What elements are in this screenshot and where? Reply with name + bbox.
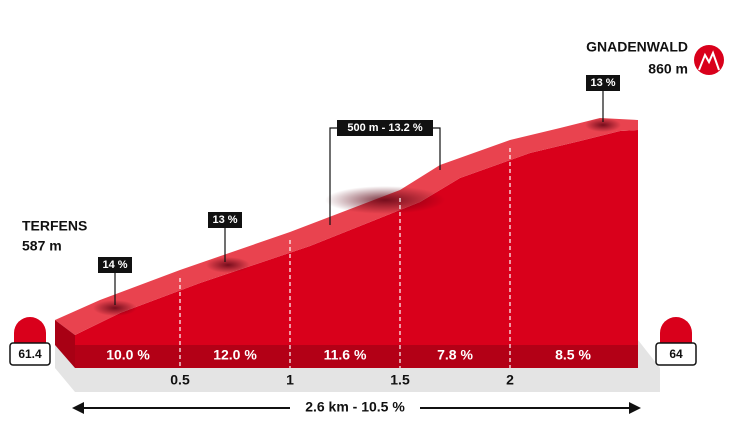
segment-gradient: 10.0 % <box>106 347 150 363</box>
peak-gradient: 13 % <box>212 214 237 226</box>
profile-top <box>55 118 638 335</box>
finish-name: GNADENWALD <box>586 39 688 55</box>
start-elevation: 587 m <box>22 238 62 254</box>
peak-gradient: 14 % <box>102 259 127 271</box>
steep-shade <box>585 118 621 132</box>
distance-tick: 2 <box>506 372 514 388</box>
distance-tick: 1.5 <box>390 372 410 388</box>
profile-side <box>55 320 75 368</box>
steep-shade <box>206 257 250 273</box>
start-name: TERFENS <box>22 218 87 234</box>
steep-shade <box>93 300 137 316</box>
steep-shade <box>325 186 445 214</box>
segment-gradient: 12.0 % <box>213 347 257 363</box>
segment-gradient: 11.6 % <box>324 347 367 363</box>
finish-elevation: 860 m <box>648 61 688 77</box>
peak-box <box>208 212 242 228</box>
finish-km: 64 <box>669 347 683 361</box>
summary-bg <box>290 398 420 418</box>
gradient-band <box>75 345 638 368</box>
peak-gradient: 13 % <box>590 77 615 89</box>
start-km-marker <box>9 317 51 366</box>
peak-box <box>337 120 433 136</box>
distance-tick: 1 <box>286 372 294 388</box>
summit-icon <box>694 45 724 75</box>
profile-face <box>75 130 638 368</box>
finish-km-marker <box>655 317 697 366</box>
peak-box <box>98 257 132 273</box>
distance-tick: 0.5 <box>170 372 190 388</box>
segment-gradient: 8.5 % <box>555 347 591 363</box>
segment-gradient: 7.8 % <box>437 347 473 363</box>
start-km: 61.4 <box>18 347 42 361</box>
peak-gradient: 500 m - 13.2 % <box>347 122 422 134</box>
peak-box <box>586 75 620 91</box>
km-dividers <box>179 148 511 368</box>
summary: 2.6 km - 10.5 % <box>305 399 405 415</box>
